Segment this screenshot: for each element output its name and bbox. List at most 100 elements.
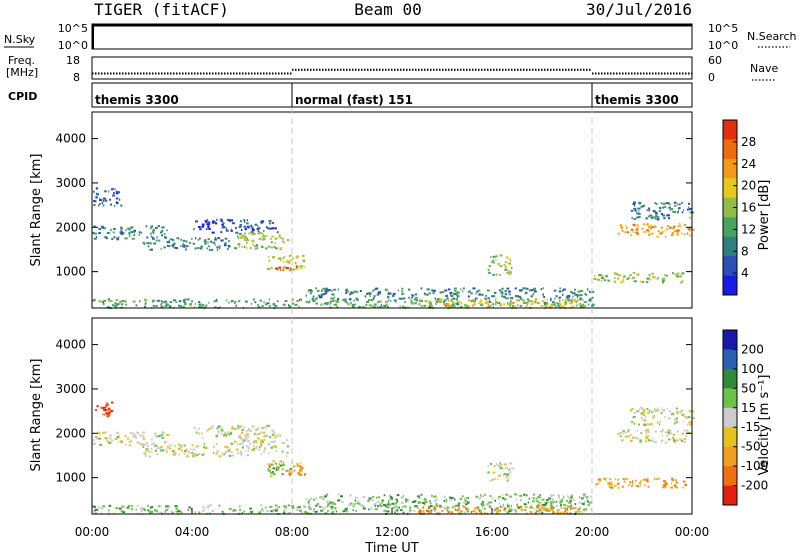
- range-gate-cell: [263, 510, 265, 513]
- range-gate-cell: [101, 202, 103, 205]
- range-gate-cell: [494, 477, 496, 480]
- range-gate-cell: [177, 448, 181, 450]
- range-gate-cell: [662, 486, 666, 489]
- range-gate-cell: [257, 304, 260, 306]
- range-gate-cell: [276, 468, 279, 471]
- range-gate-cell: [444, 299, 447, 302]
- range-gate-cell: [577, 290, 581, 293]
- range-gate-cell: [514, 508, 516, 511]
- range-gate-cell: [237, 449, 239, 452]
- range-gate-cell: [557, 304, 560, 307]
- range-gate-cell: [544, 503, 547, 506]
- range-gate-cell: [435, 299, 439, 302]
- range-gate-cell: [257, 230, 260, 233]
- range-gate-cell: [446, 508, 448, 511]
- range-gate-cell: [504, 467, 508, 470]
- range-gate-cell: [634, 209, 637, 212]
- range-gate-cell: [266, 302, 270, 305]
- range-gate-cell: [215, 452, 218, 455]
- range-gate-cell: [491, 295, 494, 298]
- range-gate-cell: [672, 439, 675, 441]
- range-gate-cell: [401, 496, 403, 499]
- range-gate-cell: [213, 220, 216, 223]
- range-gate-cell: [675, 274, 677, 277]
- range-gate-cell: [214, 243, 216, 246]
- range-gate-cell: [552, 512, 555, 515]
- range-gate-cell: [472, 304, 475, 307]
- range-gate-cell: [641, 281, 645, 283]
- time-tick-label: 00:00: [75, 525, 110, 539]
- range-gate-cell: [142, 241, 145, 244]
- range-gate-cell: [438, 300, 440, 303]
- range-gate-cell: [185, 240, 188, 243]
- range-gate-cell: [687, 416, 691, 419]
- range-gate-cell: [518, 295, 522, 298]
- range-gate-cell: [274, 504, 278, 507]
- range-gate-cell: [165, 508, 169, 511]
- range-gate-cell: [263, 447, 266, 450]
- range-gate-cell: [229, 431, 233, 434]
- range-gate-cell: [488, 272, 491, 274]
- range-gate-cell: [212, 509, 214, 512]
- range-gate-cell: [567, 294, 571, 297]
- range-gate-cell: [198, 511, 201, 514]
- range-gate-cell: [206, 429, 209, 432]
- range-gate-cell: [525, 291, 528, 294]
- range-gate-cell: [331, 289, 333, 292]
- range-gate-cell: [676, 275, 680, 278]
- range-gate-cell: [566, 511, 568, 514]
- range-gate-cell: [173, 242, 176, 245]
- range-gate-cell: [265, 424, 268, 427]
- range-gate-cell: [390, 497, 393, 500]
- range-gate-cell: [617, 486, 620, 489]
- range-gate-cell: [367, 499, 370, 502]
- range-gate-cell: [316, 503, 320, 505]
- range-gate-cell: [112, 231, 115, 234]
- range-gate-cell: [388, 299, 390, 302]
- range-gate-cell: [152, 442, 155, 445]
- range-gate-cell: [266, 235, 268, 238]
- range-gate-cell: [459, 498, 462, 500]
- range-gate-cell: [268, 255, 270, 258]
- range-gate-cell: [486, 289, 490, 292]
- range-gate-cell: [106, 402, 108, 405]
- range-gate-cell: [217, 237, 220, 240]
- range-gate-cell: [120, 229, 123, 232]
- range-gate-cell: [302, 505, 306, 508]
- range-gate-cell: [281, 464, 285, 467]
- range-gate-cell: [571, 292, 573, 295]
- range-gate-cell: [291, 263, 293, 266]
- range-gate-cell: [675, 407, 678, 410]
- range-gate-cell: [365, 303, 368, 306]
- range-gate-cell: [152, 229, 155, 232]
- range-gate-cell: [146, 236, 149, 239]
- range-gate-cell: [112, 194, 116, 197]
- range-gate-cell: [414, 296, 418, 299]
- range-gate-cell: [325, 493, 328, 496]
- range-gate-cell: [556, 500, 558, 503]
- range-gate-cell: [207, 241, 209, 244]
- range-gate-cell: [689, 423, 692, 426]
- range-gate-cell: [621, 439, 624, 442]
- range-gate-cell: [249, 507, 252, 510]
- range-gate-cell: [223, 244, 227, 247]
- range-gate-cell: [231, 454, 235, 457]
- range-gate-cell: [245, 300, 248, 303]
- range-gate-cell: [669, 208, 672, 211]
- colorbar-cell: [723, 275, 737, 296]
- range-gate-cell: [429, 500, 431, 503]
- range-gate-cell: [572, 507, 576, 510]
- range-gate-cell: [648, 233, 651, 236]
- range-gate-cell: [174, 445, 177, 448]
- range-gate-cell: [522, 287, 525, 290]
- range-gate-cell: [153, 432, 157, 435]
- range-gate-cell: [201, 509, 205, 512]
- range-gate-cell: [488, 304, 491, 307]
- range-gate-cell: [576, 294, 579, 297]
- range-gate-cell: [187, 451, 190, 454]
- range-gate-cell: [605, 479, 607, 482]
- range-gate-cell: [640, 439, 643, 442]
- range-gate-cell: [125, 303, 127, 306]
- range-gate-cell: [244, 232, 246, 235]
